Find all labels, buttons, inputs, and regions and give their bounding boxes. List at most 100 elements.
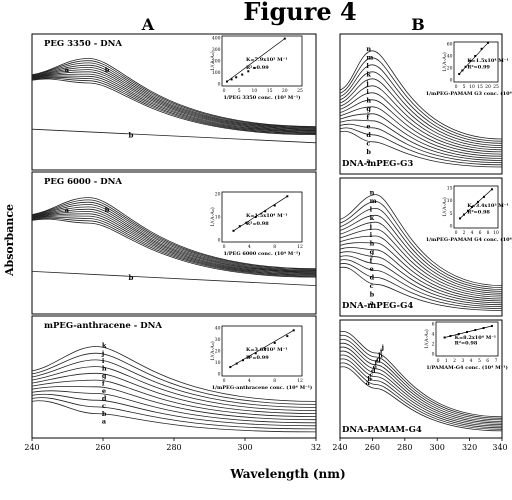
curve-label-g: g	[376, 355, 381, 363]
spectrum-curve	[31, 201, 317, 271]
x-tick-label-a: 300	[237, 443, 252, 452]
spectrum-curve	[339, 350, 503, 425]
inset-y-tick: 300	[212, 47, 221, 53]
spectrum-curve	[31, 75, 317, 133]
fit-line	[458, 42, 489, 75]
inset-point	[283, 37, 286, 40]
inset-y-tick: 15	[447, 186, 453, 192]
curve-label-m: m	[366, 53, 373, 61]
curve-label-c: c	[102, 402, 106, 410]
spectrum-curve	[31, 73, 317, 133]
inset-x-tick: 12	[297, 378, 303, 384]
inset-y-tick: 10	[215, 215, 221, 221]
baseline-label: b	[129, 273, 134, 282]
x-tick-label-b: 320	[462, 443, 477, 452]
spectrum-curve	[31, 69, 317, 131]
curve-label-e: e	[370, 265, 374, 273]
inset-x-tick: 5	[238, 88, 241, 94]
inset-x-label: 1/mPEG-anthracene conc. (10⁴ M⁻¹)	[212, 384, 313, 391]
spectrum-curve	[31, 393, 317, 427]
x-tick-label-b: 300	[430, 443, 445, 452]
inset-point	[242, 359, 244, 362]
curve-label-b: b	[105, 66, 110, 74]
inset-y-tick: 30	[215, 337, 221, 343]
inset-y-label: 1/(A-A₀)	[209, 51, 216, 71]
spectrum-curve	[339, 366, 503, 432]
curve-label-d: d	[366, 131, 371, 139]
curve-label-d: d	[371, 367, 376, 375]
curve-label-c: c	[370, 282, 374, 290]
spectrum-curve	[339, 335, 503, 419]
panel-title: PEG 6000 - DNA	[44, 177, 122, 187]
curve-label-a: a	[370, 299, 375, 307]
curve-label-a: a	[65, 66, 70, 74]
curve-label-j: j	[381, 344, 384, 352]
inset-x-tick: 2	[453, 358, 456, 364]
inset-x-tick: 5	[478, 358, 481, 364]
spectra-curves	[31, 346, 317, 433]
spectrum-curve	[339, 113, 503, 159]
x-tick-label-a: 260	[95, 443, 110, 452]
curve-label-k: k	[366, 71, 371, 79]
curve-label-d: d	[102, 395, 107, 403]
curve-label-l: l	[366, 62, 369, 70]
inset-x-tick: 0	[223, 88, 226, 94]
spectrum-curve	[31, 58, 317, 127]
inset-y-tick: 0	[450, 224, 453, 230]
spectrum-curve	[31, 400, 317, 433]
curve-label-b: b	[367, 375, 372, 383]
curve-label-c: c	[369, 371, 373, 379]
spectra-curves	[31, 197, 317, 278]
inset-point	[480, 47, 483, 50]
inset-point	[238, 225, 241, 228]
curve-label-c: c	[366, 140, 370, 148]
spectrum-curve	[31, 204, 317, 272]
y-axis-label: Absorbance	[3, 204, 16, 277]
spectrum-curve	[31, 71, 317, 132]
spectra-curves	[339, 331, 503, 432]
inset-point	[443, 336, 446, 339]
spectrum-curve	[339, 346, 503, 424]
inset-plot: K=3.4x10³ M⁻¹R²=0.98 1/(A-A₀) 1/mPEG-PAMAM…	[426, 186, 512, 244]
inset-y-label: 1/(A-A₀)	[423, 329, 430, 349]
spectrum-curve	[339, 85, 503, 151]
inset-point	[449, 335, 452, 337]
inset-x-tick: 4	[248, 244, 251, 250]
spectrum-curve	[339, 201, 503, 288]
inset-x-tick: 0	[223, 244, 226, 250]
inset-y-tick: 0	[218, 82, 221, 88]
spectrum-curve	[339, 214, 503, 292]
spectrum-curve	[339, 92, 503, 153]
inset-point	[253, 66, 256, 69]
spectrum-curve	[31, 78, 317, 135]
spectrum-curve	[339, 207, 503, 290]
inset-y-tick: 60	[447, 42, 453, 48]
spectrum-curve	[31, 199, 317, 270]
curve-label-h: h	[370, 240, 375, 248]
curve-label-b: b	[366, 148, 371, 156]
inset-point	[474, 329, 477, 331]
panel-title: DNA-mPEG-G4	[342, 301, 413, 311]
curve-label-e: e	[102, 387, 106, 395]
inset-x-tick: 12	[297, 244, 303, 250]
inset-plot: K=3.6x10³ M⁻¹ R²=0.99 1/(A-A₀) 1/mPEG-anthr…	[209, 326, 312, 392]
spectrum-curve	[339, 194, 503, 286]
inset-plot: K=7.9x10³ M⁻¹ R²=0.99 1/(A-A₀) 1/PEG 3350 c…	[209, 36, 303, 102]
panel-title: DNA-mPEG-G3	[342, 159, 413, 169]
inset-x-tick: 0	[437, 358, 440, 364]
inset-frame	[221, 325, 303, 377]
spectrum-curve	[339, 130, 503, 168]
curve-label-a: a	[366, 157, 371, 165]
inset-point	[467, 209, 469, 212]
inset-point	[483, 195, 485, 198]
inset-y-label: 1/(A-A₀)	[209, 207, 216, 227]
inset-plot: K=8.2x10⁴ M⁻¹R²=0.98 1/(A-A₀) 1/PAMAM-G4 c…	[423, 322, 508, 372]
inset-x-tick: 20	[282, 88, 288, 94]
inset-x-tick: 2	[463, 230, 466, 236]
inset-point	[471, 206, 473, 208]
curve-label-i: i	[102, 357, 105, 365]
